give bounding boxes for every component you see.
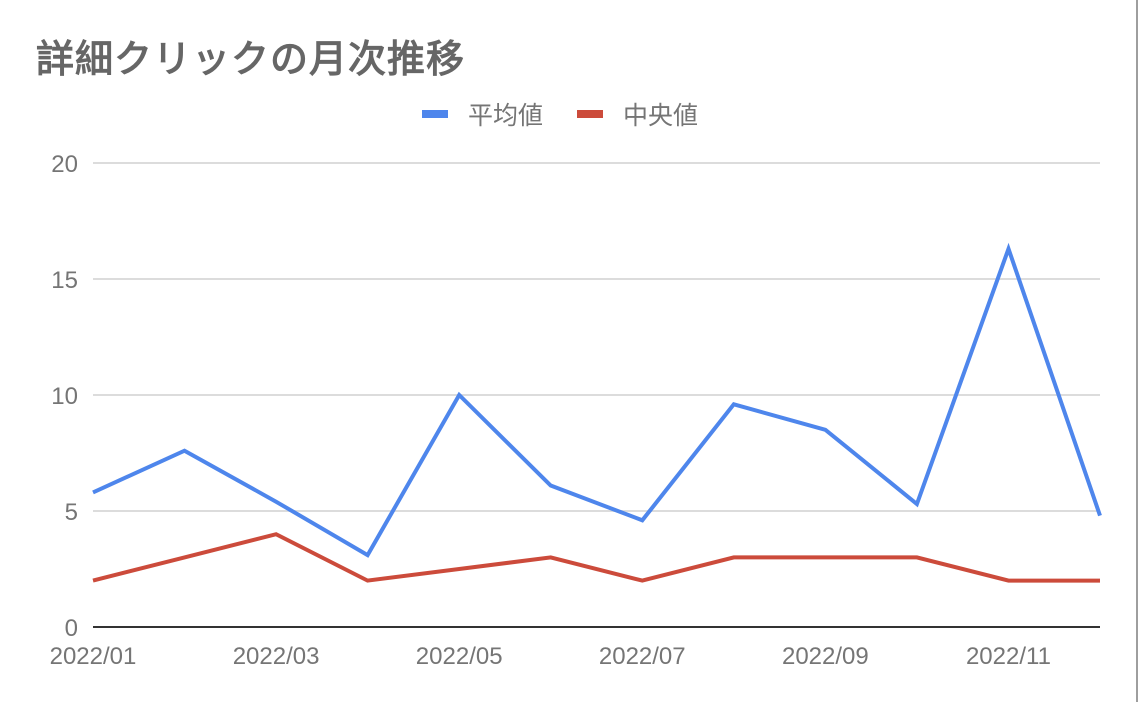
x-tick-label: 2022/09 — [782, 643, 869, 670]
chart-title: 詳細クリックの月次推移 — [36, 37, 466, 81]
y-tick-label: 10 — [51, 383, 78, 410]
chart-legend: 平均値 中央値 — [422, 96, 732, 132]
legend-swatch-average-icon — [422, 110, 448, 118]
y-tick-label: 5 — [65, 499, 78, 526]
x-tick-label: 2022/07 — [599, 643, 686, 670]
legend-item-average[interactable]: 平均値 — [422, 96, 543, 132]
y-tick-label: 15 — [51, 267, 78, 294]
x-tick-label: 2022/05 — [416, 643, 503, 670]
x-tick-label: 2022/11 — [966, 643, 1051, 670]
legend-item-median[interactable]: 中央値 — [577, 96, 698, 132]
y-tick-label: 20 — [51, 151, 78, 178]
series-average-line[interactable] — [92, 242, 1102, 558]
legend-swatch-median-icon — [577, 110, 604, 118]
x-tick-label: 2022/03 — [233, 643, 320, 670]
legend-label-median: 中央値 — [623, 101, 699, 130]
y-tick-label: 0 — [65, 615, 78, 642]
series-median-line[interactable] — [92, 532, 1100, 583]
legend-label-average: 平均値 — [468, 101, 544, 130]
x-tick-label: 2022/01 — [50, 643, 137, 670]
